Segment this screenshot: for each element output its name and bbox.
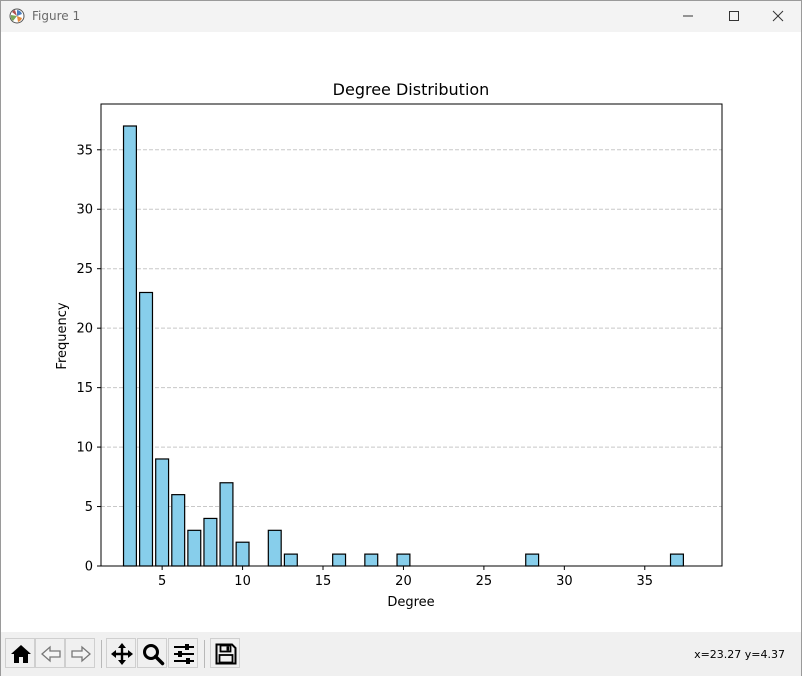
magnifier-icon [143,644,165,666]
bar-degree-18 [364,553,379,567]
x-tick-label: 20 [395,574,412,589]
y-tick-label: 35 [76,143,93,158]
x-tick-label: 15 [315,574,332,589]
y-axis-ticks: 0 5 10 15 20 25 30 35 [76,143,101,575]
configure-subplots-button[interactable] [168,638,198,668]
close-icon [772,10,784,22]
x-tick-label: 25 [476,574,493,589]
pan-button[interactable] [106,638,136,668]
matplotlib-logo-icon [9,8,25,24]
bar-degree-20 [396,553,411,567]
x-tick-label: 10 [234,574,251,589]
toolbar-separator [204,640,205,668]
y-tick-label: 5 [85,500,93,515]
x-axis-label: Degree [387,595,434,610]
bar-degree-6 [171,494,186,567]
bar-degree-9 [219,482,234,567]
minimize-button[interactable] [665,1,711,32]
degree-distribution-chart: Degree Distribution 5 10 15 20 25 30 35 0 5 10 15… [55,80,723,610]
title-bar[interactable]: Figure 1 [1,1,801,32]
home-button[interactable] [5,638,35,668]
navigation-toolbar: x=23.27 y=4.37 [1,632,801,676]
back-button[interactable] [35,638,65,668]
move-icon [111,643,133,665]
bar-degree-5 [155,458,170,567]
y-tick-label: 25 [76,262,93,277]
bar-degree-12 [267,529,282,567]
zoom-button[interactable] [137,638,167,668]
maximize-icon [729,11,739,21]
sliders-icon [174,644,194,664]
forward-button[interactable] [65,638,95,668]
x-tick-label: 5 [158,574,166,589]
toolbar-separator [101,640,102,668]
x-tick-label: 35 [637,574,654,589]
bar-degree-4 [139,291,154,567]
save-button[interactable] [210,638,240,668]
bars [122,125,684,567]
figure-canvas[interactable]: Degree Distribution 5 10 15 20 25 30 35 0 5 10 15… [1,32,801,632]
bar-degree-37 [669,553,684,567]
arrow-left-icon [41,645,61,663]
minimize-icon [683,15,693,17]
y-tick-label: 0 [85,560,93,575]
bar-degree-7 [187,529,202,567]
cursor-coordinates: x=23.27 y=4.37 [694,648,785,661]
bar-degree-16 [332,553,347,567]
plot-area [100,103,723,567]
bar-degree-8 [203,517,218,567]
y-tick-label: 15 [76,381,93,396]
y-axis-label: Frequency [55,302,70,369]
x-tick-label: 30 [556,574,573,589]
home-icon [11,645,31,663]
y-tick-label: 20 [76,322,93,337]
maximize-button[interactable] [711,1,757,32]
y-tick-label: 30 [76,203,93,218]
arrow-right-icon [71,645,91,663]
close-button[interactable] [755,1,801,32]
bar-degree-3 [122,125,137,567]
x-axis-ticks: 5 10 15 20 25 30 35 [158,566,653,589]
bar-degree-13 [283,553,298,567]
window-title: Figure 1 [32,9,81,23]
floppy-disk-icon [215,643,237,665]
y-tick-label: 10 [76,441,93,456]
grid-lines [101,149,722,508]
bar-degree-10 [235,541,250,567]
bar-degree-28 [525,553,540,567]
chart-title: Degree Distribution [333,80,490,99]
